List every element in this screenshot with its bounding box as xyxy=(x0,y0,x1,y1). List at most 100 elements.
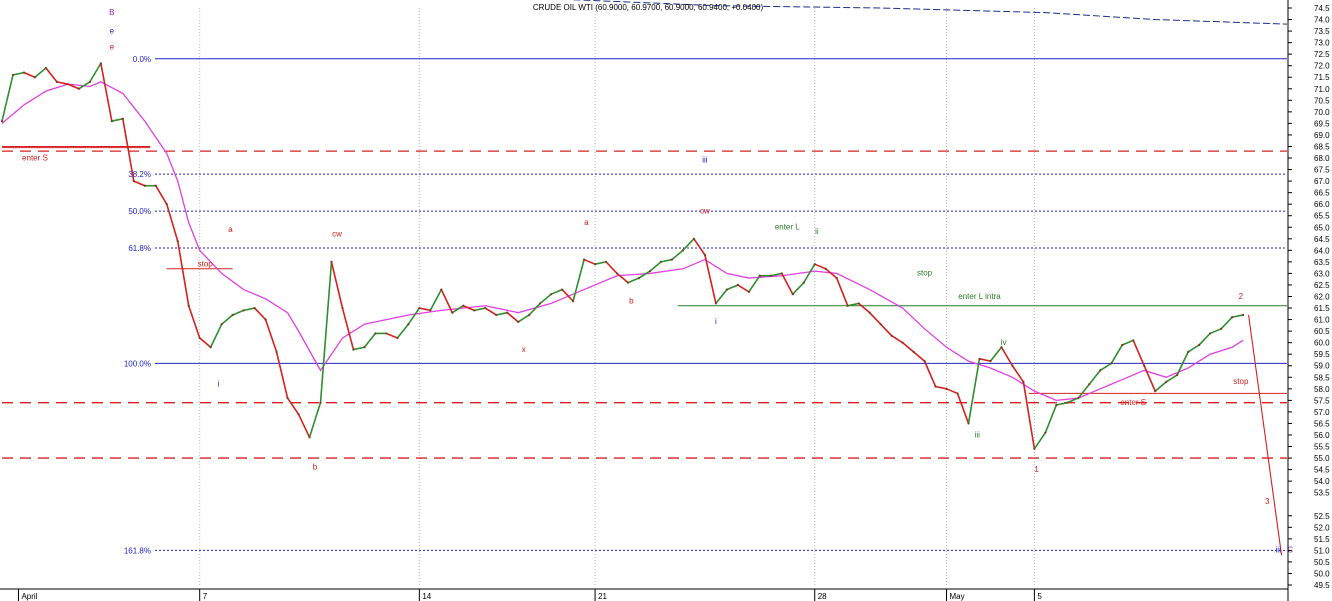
price-segment xyxy=(1044,404,1058,433)
y-tick-label: 71.0 xyxy=(1314,85,1330,94)
price-point xyxy=(341,306,344,310)
price-segment xyxy=(187,305,201,339)
fib-level-label: 100.0% xyxy=(124,359,151,368)
price-segment xyxy=(308,402,322,438)
y-tick-label: 50.0 xyxy=(1314,569,1330,578)
price-point xyxy=(637,276,641,280)
y-tick-label: 72.0 xyxy=(1314,62,1330,71)
price-point xyxy=(956,392,959,395)
vertical-gridlines xyxy=(199,8,1035,585)
price-point xyxy=(286,396,289,400)
price-point xyxy=(517,320,520,323)
price-point xyxy=(550,293,553,296)
price-point xyxy=(528,313,531,317)
price-segment xyxy=(693,238,706,256)
y-tick-label: 57.5 xyxy=(1314,396,1330,405)
wave-label: iii xyxy=(702,156,708,165)
wave-label: b xyxy=(313,463,318,472)
price-segment xyxy=(748,275,761,293)
price-point xyxy=(802,281,805,284)
price-point xyxy=(1044,431,1047,434)
price-segment xyxy=(880,323,893,337)
price-segment xyxy=(1121,339,1134,346)
price-segment xyxy=(1231,314,1244,319)
moving-average-line xyxy=(1,81,1244,402)
y-tick-label: 55.0 xyxy=(1314,454,1330,463)
wave-label: b xyxy=(629,296,634,305)
price-point xyxy=(308,436,311,439)
y-tick-label: 66.0 xyxy=(1314,200,1330,209)
price-point xyxy=(473,309,476,312)
price-point xyxy=(22,71,26,74)
y-tick-label: 58.0 xyxy=(1314,385,1330,394)
price-segment xyxy=(243,307,255,312)
y-tick-label: 64.5 xyxy=(1314,235,1330,244)
fib-level-label: 50.0% xyxy=(128,207,151,216)
price-segment xyxy=(1209,328,1222,335)
price-segment xyxy=(462,304,475,312)
price-point xyxy=(11,73,15,77)
wave-label: stop xyxy=(198,259,214,268)
y-tick-label: 59.0 xyxy=(1314,362,1330,371)
price-point xyxy=(198,336,201,340)
price-point xyxy=(912,350,915,353)
wave-label: enter L xyxy=(775,223,800,232)
price-segment xyxy=(199,337,212,348)
y-tick-label: 67.5 xyxy=(1314,166,1330,175)
fib-level-label: 0.0% xyxy=(133,55,151,64)
y-tick-label: 69.5 xyxy=(1314,119,1330,128)
price-segment xyxy=(946,388,958,395)
y-tick-label: 65.0 xyxy=(1314,223,1330,232)
price-segment xyxy=(254,307,267,321)
price-segment xyxy=(474,307,486,312)
price-segment xyxy=(1110,344,1123,364)
price-point xyxy=(791,293,794,296)
price-point xyxy=(934,385,937,388)
price-segment xyxy=(100,63,113,122)
price-segment xyxy=(12,71,25,76)
price-point xyxy=(780,272,783,275)
x-tick-label: 7 xyxy=(203,592,208,601)
wave-label: i xyxy=(715,317,717,326)
price-segment xyxy=(1154,381,1167,392)
price-segment xyxy=(638,270,651,279)
price-point xyxy=(44,66,48,70)
price-segment xyxy=(528,302,541,316)
price-point xyxy=(143,184,146,187)
y-tick-label: 63.0 xyxy=(1314,269,1330,278)
fib-level-label: 38.2% xyxy=(128,170,151,179)
price-segment xyxy=(550,288,563,295)
y-tick-label: 65.5 xyxy=(1314,212,1330,221)
price-point xyxy=(1209,332,1212,335)
price-point xyxy=(604,260,608,263)
price-segment xyxy=(341,307,355,350)
price-point xyxy=(385,332,388,335)
y-tick-label: 55.5 xyxy=(1314,443,1330,452)
y-tick-label: 54.0 xyxy=(1314,477,1330,486)
price-point xyxy=(1187,350,1190,353)
price-series xyxy=(0,62,1245,450)
price-point xyxy=(923,360,926,363)
y-tick-label: 54.5 xyxy=(1314,466,1330,475)
wave-label: 2 xyxy=(1239,292,1244,301)
price-point xyxy=(495,313,498,317)
y-tick-label: 60.5 xyxy=(1314,327,1330,336)
price-point xyxy=(275,350,278,353)
price-segment xyxy=(1176,351,1189,376)
price-point xyxy=(703,253,707,257)
price-point xyxy=(187,304,190,307)
price-segment xyxy=(209,323,223,348)
price-segment xyxy=(989,346,1003,362)
wave-label: enter L intra xyxy=(958,292,1001,301)
price-segment xyxy=(561,289,574,302)
price-point xyxy=(1066,401,1069,404)
price-segment xyxy=(682,238,695,251)
y-tick-label: 52.0 xyxy=(1314,523,1330,532)
price-point xyxy=(857,302,860,305)
price-point xyxy=(659,260,663,263)
price-segment xyxy=(835,277,849,307)
y-tick-label: 74.5 xyxy=(1314,4,1330,13)
price-point xyxy=(297,413,300,416)
price-point xyxy=(440,288,443,291)
